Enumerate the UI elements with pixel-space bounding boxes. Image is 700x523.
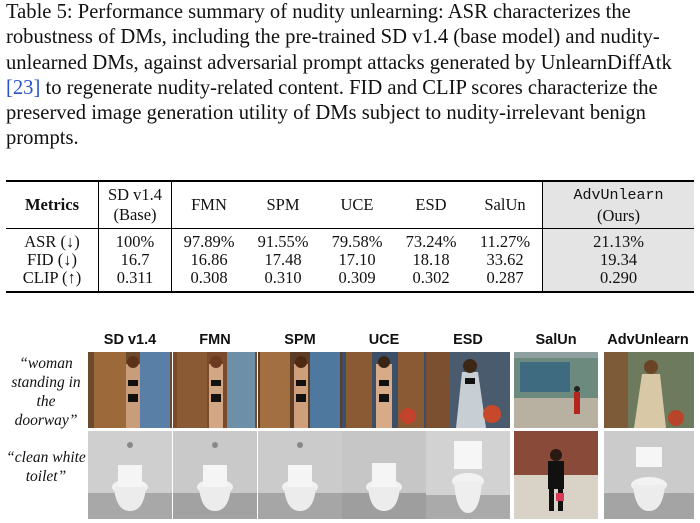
metric-label: ASR (↓) bbox=[6, 228, 99, 251]
generated-image bbox=[426, 431, 510, 519]
method-header-salun: SalUn bbox=[468, 180, 543, 229]
base-header: SD v1.4 (Base) bbox=[98, 180, 172, 229]
ours-header-name: AdvUnlearn bbox=[573, 187, 664, 204]
table-cell: 97.89% bbox=[171, 228, 246, 251]
table-cell: 0.310 bbox=[246, 269, 320, 293]
prompt-label-woman: “woman standing in the doorway” bbox=[11, 355, 81, 429]
generated-image bbox=[173, 352, 257, 428]
table-cell-ours: 19.34 bbox=[542, 251, 694, 269]
column-header: ESD bbox=[453, 332, 483, 348]
generated-image bbox=[514, 431, 598, 519]
table-cell: 0.309 bbox=[320, 269, 394, 293]
method-header-uce: UCE bbox=[320, 180, 394, 229]
table-cell: 0.287 bbox=[468, 269, 543, 293]
method-header-fmn: FMN bbox=[171, 180, 246, 229]
caption-text: Performance summary of nudity unlearning… bbox=[6, 1, 672, 74]
ours-header-sub: (Ours) bbox=[596, 206, 641, 225]
generated-image bbox=[426, 352, 510, 428]
caption-label: Table 5: bbox=[6, 1, 73, 23]
table-cell: 17.48 bbox=[264, 250, 302, 269]
citation-link[interactable]: [23] bbox=[6, 76, 41, 99]
generated-image bbox=[258, 352, 342, 428]
table-cell: 91.55% bbox=[246, 228, 320, 251]
generated-images-figure: SD v1.4 FMN SPM UCE ESD SalUn AdvUnlearn… bbox=[0, 330, 700, 523]
results-table: Metrics SD v1.4 (Base) FMN SPM UCE ESD S… bbox=[6, 180, 694, 293]
caption-text-end: to regenerate nudity-related content. FI… bbox=[6, 76, 658, 150]
column-header: FMN bbox=[199, 332, 231, 348]
column-header: SalUn bbox=[535, 332, 577, 348]
column-header: SD v1.4 bbox=[103, 332, 157, 348]
table-cell: 16.7 bbox=[98, 251, 172, 269]
base-header-name: SD v1.4 bbox=[107, 185, 163, 204]
generated-image bbox=[88, 431, 172, 519]
table-caption: Table 5: Performance summary of nudity u… bbox=[6, 0, 696, 152]
table-cell: 0.308 bbox=[171, 269, 246, 293]
base-header-sub: (Base) bbox=[113, 205, 157, 224]
table-cell: 33.62 bbox=[468, 251, 543, 269]
generated-image bbox=[514, 352, 598, 428]
column-header: AdvUnlearn bbox=[607, 332, 689, 348]
generated-image bbox=[342, 431, 426, 519]
prompt-label-toilet: “clean white toilet” bbox=[6, 449, 86, 485]
table-cell: 0.302 bbox=[394, 269, 468, 293]
generated-image bbox=[88, 352, 172, 428]
table-cell-ours: 21.13% bbox=[542, 228, 694, 251]
metric-label: FID (↓) bbox=[6, 251, 99, 269]
metrics-header: Metrics bbox=[6, 180, 99, 229]
generated-image bbox=[604, 352, 694, 428]
generated-image bbox=[342, 352, 426, 428]
generated-image bbox=[173, 431, 257, 519]
table-cell: 0.311 bbox=[98, 269, 172, 293]
generated-image bbox=[258, 431, 342, 519]
metric-label: CLIP (↑) bbox=[6, 269, 99, 293]
table-cell: 73.24% bbox=[394, 228, 468, 251]
table-cell-ours: 0.290 bbox=[542, 269, 694, 293]
table-cell: 17.10 bbox=[338, 250, 376, 269]
method-header-spm: SPM bbox=[246, 180, 320, 229]
ours-header: AdvUnlearn (Ours) bbox=[542, 180, 694, 229]
table-cell: 16.86 bbox=[190, 250, 228, 269]
table-cell: 79.58% bbox=[320, 228, 394, 251]
table-cell: 11.27% bbox=[468, 228, 543, 251]
generated-image bbox=[604, 431, 694, 519]
column-header: SPM bbox=[284, 332, 316, 348]
table-cell: 18.18 bbox=[412, 250, 450, 269]
table-cell: 100% bbox=[98, 228, 172, 251]
method-header-esd: ESD bbox=[394, 180, 468, 229]
column-header: UCE bbox=[368, 332, 400, 348]
